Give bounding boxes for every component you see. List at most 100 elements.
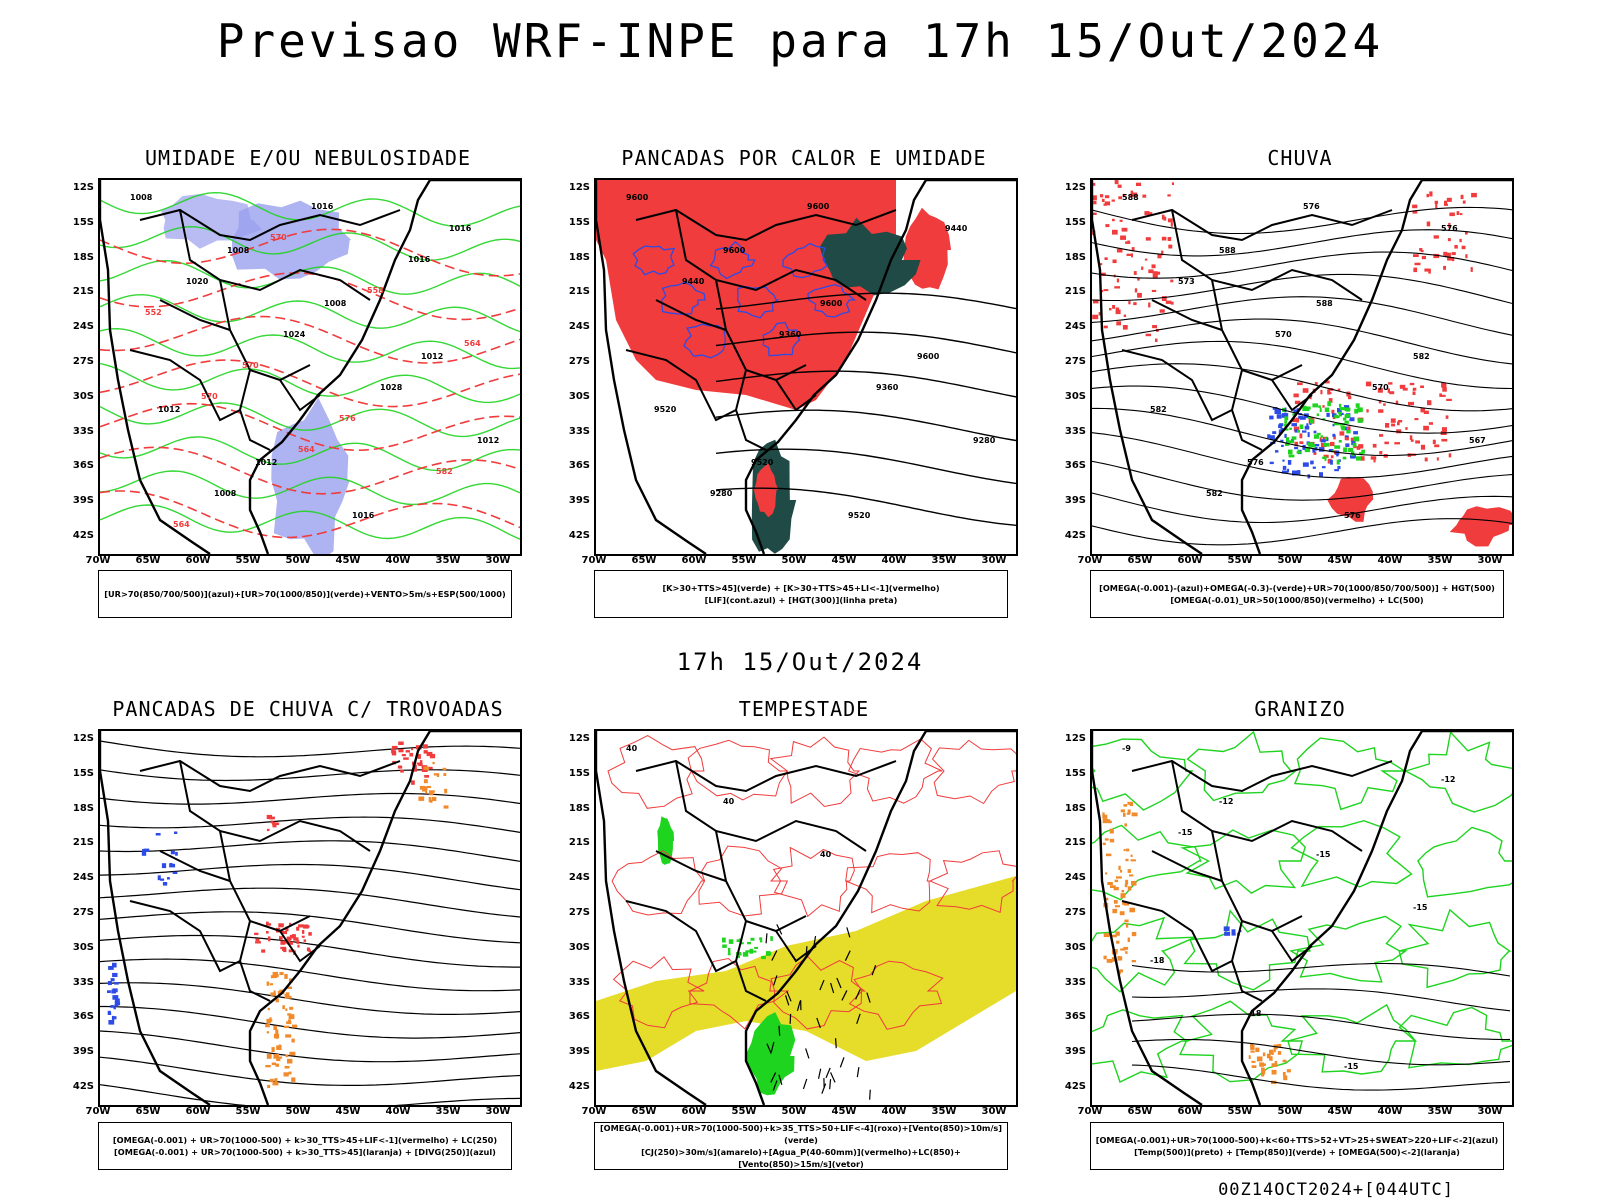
rain-green xyxy=(1327,401,1331,407)
humidity-area xyxy=(231,200,352,280)
rain-red xyxy=(1398,420,1403,423)
lon-label: 40W xyxy=(881,1106,907,1117)
rain-green xyxy=(1346,430,1351,434)
thunder-orange xyxy=(283,1025,290,1028)
rain-blue xyxy=(1302,430,1307,433)
contour-label: 588 xyxy=(1122,193,1139,202)
lon-label: 30W xyxy=(485,555,511,566)
rain-blue xyxy=(1302,462,1309,467)
wind-vector xyxy=(830,1072,836,1083)
rain-red xyxy=(1434,444,1440,448)
streamline xyxy=(1092,340,1512,390)
country-borders xyxy=(1121,208,1393,451)
rain-blue xyxy=(1340,412,1344,415)
contour-label: 9280 xyxy=(710,489,733,498)
rain-red xyxy=(1104,257,1108,260)
thunder-red xyxy=(280,940,286,945)
rain-green xyxy=(1358,409,1362,413)
rain-red xyxy=(1320,389,1323,395)
lon-label: 65W xyxy=(1127,1106,1153,1117)
thunder-red xyxy=(272,825,277,828)
streamline xyxy=(1092,518,1512,546)
wind-area xyxy=(745,1012,796,1096)
rain-red xyxy=(1159,309,1165,313)
rain-red xyxy=(1141,266,1144,270)
thunder-red xyxy=(397,765,403,769)
thunder-orange xyxy=(277,1056,283,1059)
rain-blue xyxy=(1350,417,1355,422)
wind-vector xyxy=(805,1048,810,1059)
lat-label: 39S xyxy=(568,1046,590,1058)
rain-red xyxy=(1130,190,1134,195)
rain-red xyxy=(1420,444,1426,450)
map-canvas: 1008 1008 1008 1012 1012 1012 1016 1016 1020 1024… xyxy=(100,180,520,554)
thunder-orange xyxy=(286,995,292,999)
streamline-red xyxy=(607,735,705,809)
wind-vector xyxy=(819,979,825,991)
hail-blue xyxy=(1231,933,1236,936)
lat-label: 12S xyxy=(72,733,94,744)
contour-label: -12 xyxy=(1441,775,1455,784)
rain-red xyxy=(1122,325,1128,330)
thunder-orange xyxy=(278,1044,282,1049)
rain-red xyxy=(1415,440,1420,444)
lon-label: 65W xyxy=(1127,555,1153,566)
coastline xyxy=(100,180,520,554)
rain-red xyxy=(1426,221,1431,227)
lat-label: 24S xyxy=(1064,321,1086,333)
lon-label: 40W xyxy=(1377,1106,1403,1117)
omega-orange xyxy=(1124,823,1128,827)
rain-red xyxy=(1118,196,1122,200)
rain-green xyxy=(1309,419,1314,424)
rain-red xyxy=(1454,245,1458,249)
thunder-red xyxy=(412,768,417,772)
lon-label: 45W xyxy=(831,555,857,566)
streamline-red xyxy=(931,739,1016,805)
rain-red xyxy=(1452,256,1455,262)
streamline-red xyxy=(698,845,789,917)
rain-green xyxy=(1313,434,1319,439)
rain-red xyxy=(1412,210,1418,214)
contour-label: 1020 xyxy=(186,277,209,286)
wind-vector xyxy=(825,1067,831,1079)
thunder-red xyxy=(413,764,417,770)
rain-green xyxy=(1334,423,1340,426)
thunder-red xyxy=(289,922,292,927)
thunder-orange xyxy=(288,1014,295,1020)
lat-label: 12S xyxy=(568,182,590,193)
thickness-line xyxy=(100,272,520,321)
rain-green xyxy=(1357,409,1360,413)
map-granizo: -9 -12 -15 -15 -18 -18 -15 -12 -15 xyxy=(1090,729,1514,1107)
legend-line: [OMEGA(-0.001) + UR>70(1000-500) + k>30_… xyxy=(112,1135,498,1145)
thunder-orange xyxy=(271,1047,275,1052)
temp850-contour xyxy=(1290,819,1413,888)
temp500-line xyxy=(1131,988,1511,1012)
omega-orange xyxy=(1126,812,1131,815)
rain-green xyxy=(1319,407,1322,412)
omega-orange xyxy=(1251,1065,1257,1068)
panel-legend: [K>30+TTS>45](verde) + [K>30+TTS>45+LI<-… xyxy=(594,570,1008,618)
divg-blue xyxy=(112,995,119,1000)
thunder-red xyxy=(285,926,289,932)
contour-label: -15 xyxy=(1413,903,1428,912)
streamline xyxy=(1092,432,1512,479)
rain-red xyxy=(1144,258,1148,261)
rain-red xyxy=(1370,456,1377,460)
temp850-contour xyxy=(1092,916,1196,993)
lon-label: 30W xyxy=(485,1106,511,1117)
thunder-red xyxy=(296,940,300,944)
map-canvas: 588 588 588 582 582 576 576 576 573 570 570 567 582 5… xyxy=(1092,180,1512,554)
rain-red xyxy=(1161,236,1167,241)
omega-orange xyxy=(1261,1069,1266,1075)
divg-blue xyxy=(167,877,170,880)
wind-vector xyxy=(830,982,835,994)
rain-red xyxy=(1443,265,1446,270)
temp850-contour xyxy=(1180,829,1306,894)
omega-orange xyxy=(1125,923,1129,928)
contour-label: 564 xyxy=(298,445,315,454)
lon-label: 40W xyxy=(881,555,907,566)
rain-blue xyxy=(1276,414,1282,419)
lat-label: 15S xyxy=(568,767,590,779)
rain-red xyxy=(1148,269,1154,274)
rain-blue xyxy=(1287,460,1292,465)
